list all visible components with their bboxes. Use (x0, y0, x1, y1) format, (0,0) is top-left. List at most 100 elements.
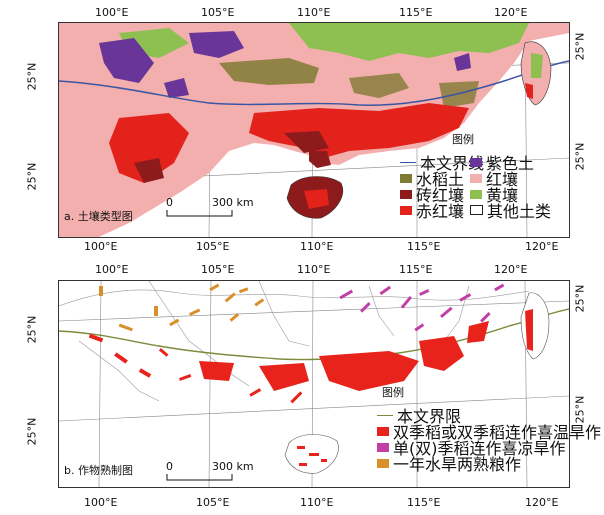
lon-label-a-bottom-110: 110°E (300, 240, 334, 253)
double-rice-warm-patches (88, 321, 489, 404)
legend-a-lateritic: 赤红壤 (400, 198, 464, 222)
legend-a-latosol: 砖红壤 (400, 182, 464, 206)
lat-label-a-left-2: 25°N (25, 162, 39, 191)
lat-label-a-right-2: 25°N (573, 142, 587, 171)
lateritic-red-soil-west (109, 113, 189, 183)
paddy-soil-c (439, 81, 479, 108)
legend-label: 水稻土 (416, 170, 465, 189)
hainan-inner-a (304, 189, 329, 209)
legend-line-swatch (377, 414, 393, 416)
legend-a-red: 红壤 (470, 166, 518, 190)
legend-label: 本文界线 (420, 154, 485, 173)
scale-zero-a: 0 (166, 196, 173, 209)
legend-a-other: 其他土类 (470, 198, 551, 222)
latosol-a (284, 131, 329, 153)
legend-a-paddy: 水稻土 (400, 166, 464, 190)
legend-label: 赤红壤 (416, 202, 465, 221)
lon-label-a-top-115: 115°E (399, 6, 433, 19)
panel-b-title: b. 作物熟制图 (64, 464, 133, 477)
legend-label: 单(双)季稻连作喜凉旱作 (393, 439, 566, 458)
purple-soil-a (99, 38, 154, 83)
paddy-soil-a (219, 58, 319, 85)
yellow-soil-north (289, 23, 529, 61)
purple-soil-d (454, 53, 471, 71)
legend-a-purple: 紫色土 (470, 150, 534, 174)
legend-swatch (377, 458, 389, 468)
lat-label-b-left-2: 25°N (25, 417, 39, 446)
legend-swatch (400, 173, 412, 183)
lon-label-a-top-100: 100°E (95, 6, 129, 19)
lon-label-b-top-120: 120°E (494, 263, 528, 276)
purple-soil-c (164, 78, 189, 98)
legend-swatch (470, 205, 483, 215)
lat-label-b-left-1: 25°N (25, 315, 39, 344)
scale-bar-b (166, 474, 233, 481)
lon-label-b-bottom-120: 120°E (525, 496, 559, 509)
lon-label-b-top-100: 100°E (95, 263, 129, 276)
legend-a-yellow: 黄壤 (470, 182, 518, 206)
latosol-b (134, 158, 164, 183)
legend-label: 双季稻或双季稻连作喜温旱作 (393, 423, 602, 442)
paddy-soil-b (349, 73, 409, 98)
lon-label-b-bottom-110: 110°E (300, 496, 334, 509)
scale-bar-a (166, 210, 233, 217)
legend-label: 红壤 (486, 170, 519, 189)
legend-b-boundary: 本文界限 (377, 403, 461, 427)
double-rice-cool-patches (339, 283, 505, 332)
lon-label-b-top-110: 110°E (297, 263, 331, 276)
legend-swatch (470, 189, 482, 199)
cropping-map-panel (58, 280, 570, 488)
graticule-b (59, 281, 569, 487)
soil-map-canvas (59, 23, 569, 237)
taiwan-west-a (525, 83, 533, 99)
lon-label-b-top-105: 105°E (201, 263, 235, 276)
lon-label-a-bottom-120: 120°E (525, 240, 559, 253)
legend-swatch (377, 442, 389, 452)
legend-swatch (400, 189, 412, 199)
lat-label-a-left-1: 25°N (25, 62, 39, 91)
legend-title-a: 图例 (452, 133, 474, 146)
lon-label-b-bottom-100: 100°E (84, 496, 118, 509)
legend-b-paddy-dry: 一年水旱两熟粮作 (377, 451, 521, 475)
lat-label-a-right-1: 25°N (573, 32, 587, 61)
legend-a-boundary: 本文界线 (400, 150, 484, 174)
lon-label-b-top-115: 115°E (399, 263, 433, 276)
purple-soil-b (189, 31, 244, 58)
legend-title-b: 图例 (382, 386, 404, 399)
lon-label-a-bottom-105: 105°E (196, 240, 230, 253)
legend-swatch (400, 205, 412, 215)
legend-line-swatch (400, 161, 416, 163)
legend-swatch (470, 157, 482, 167)
legend-label: 黄壤 (486, 186, 519, 205)
lon-label-b-bottom-115: 115°E (407, 496, 441, 509)
admin-boundaries (59, 281, 530, 402)
lon-label-a-bottom-100: 100°E (84, 240, 118, 253)
legend-label: 其他土类 (487, 202, 552, 221)
taiwan-inner-a (531, 53, 543, 78)
soil-map-panel (58, 22, 570, 238)
legend-label: 砖红壤 (416, 186, 465, 205)
lat-label-b-right-1: 25°N (573, 284, 587, 313)
legend-label: 本文界限 (397, 407, 462, 426)
hainan-patches (297, 446, 327, 466)
lon-label-a-top-120: 120°E (494, 6, 528, 19)
lon-label-a-bottom-115: 115°E (407, 240, 441, 253)
lon-label-a-top-110: 110°E (297, 6, 331, 19)
study-boundary-line-b (59, 308, 569, 361)
legend-label: 一年水旱两熟粮作 (393, 455, 522, 474)
taiwan-patch-b (525, 309, 533, 351)
legend-swatch (470, 173, 482, 183)
scale-zero-b: 0 (166, 460, 173, 473)
legend-swatch (377, 426, 389, 436)
single-rice-dry-patches (99, 283, 265, 332)
cropping-map-canvas (59, 281, 569, 487)
legend-label: 紫色土 (486, 154, 535, 173)
study-boundary-line-a (59, 60, 569, 106)
lon-label-b-bottom-105: 105°E (196, 496, 230, 509)
panel-a-title: a. 土壤类型图 (64, 210, 133, 223)
legend-b-single-rice-cool: 单(双)季稻连作喜凉旱作 (377, 435, 566, 459)
leizhou-peninsula (309, 151, 331, 168)
scale-distance-b: 300 km (212, 460, 254, 473)
legend-b-double-rice-warm: 双季稻或双季稻连作喜温旱作 (377, 419, 601, 443)
